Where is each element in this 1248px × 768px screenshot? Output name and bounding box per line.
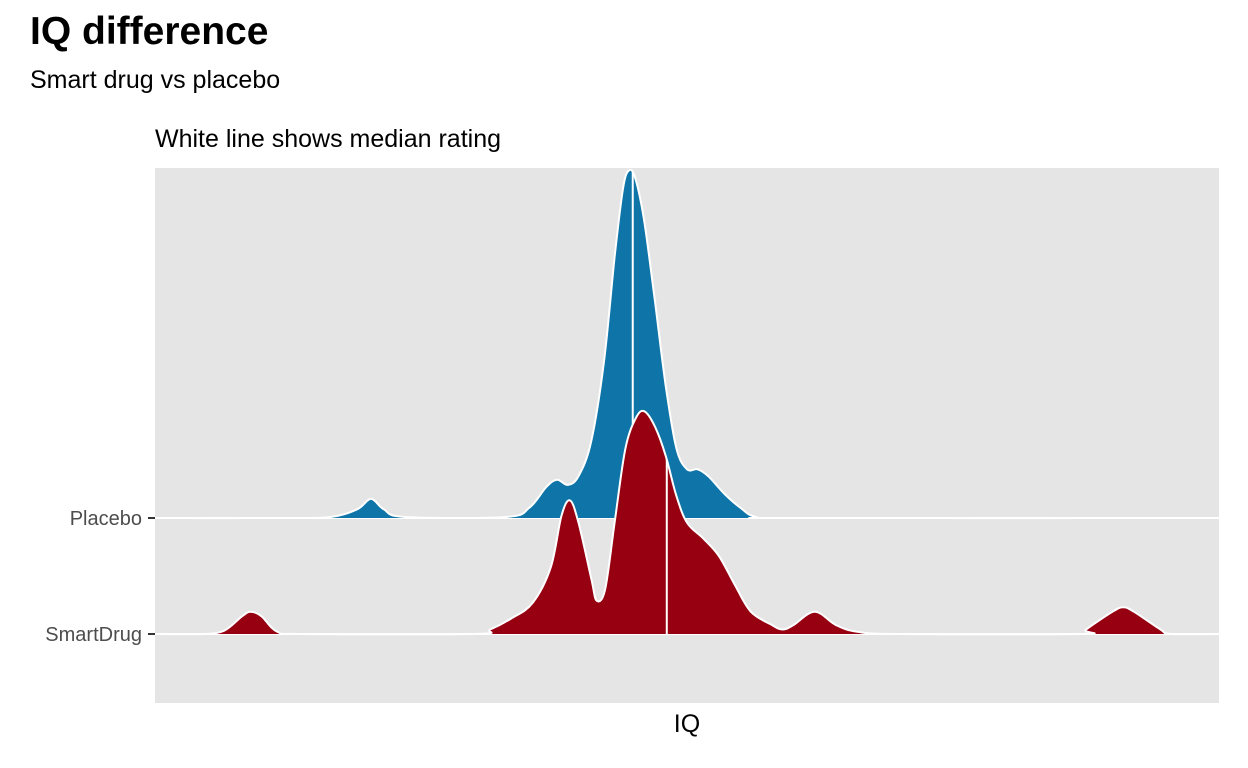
x-axis-title: IQ (674, 710, 700, 738)
y-axis: Placebo SmartDrug (45, 508, 155, 646)
ridge-smartdrug-outline (154, 409, 1220, 636)
ridges-group (154, 168, 1220, 636)
chart-subtitle: Smart drug vs placebo (30, 66, 281, 94)
y-tick-label-placebo: Placebo (70, 508, 142, 530)
y-tick-label-smartdrug: SmartDrug (45, 624, 142, 646)
chart-title: IQ difference (30, 10, 269, 53)
ridge-placebo-outline (154, 168, 1220, 520)
panel-title: White line shows median rating (155, 125, 501, 153)
